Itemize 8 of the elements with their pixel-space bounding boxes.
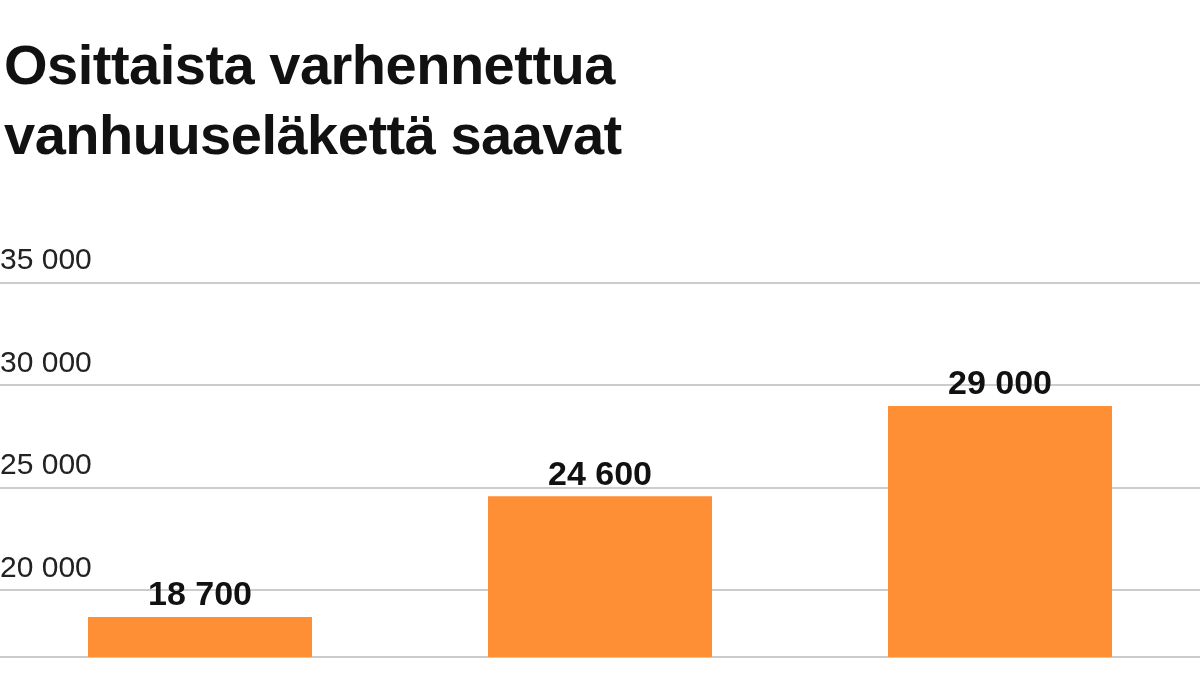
- y-tick-label: 35 000: [0, 242, 92, 276]
- chart-title: Osittaista varhennettua vanhuuseläkettä saavat: [4, 32, 623, 168]
- y-tick-label: 20 000: [0, 549, 92, 583]
- data-label: 18 700: [148, 574, 252, 613]
- data-label: 24 600: [548, 453, 652, 492]
- y-tick-label: 30 000: [0, 344, 92, 378]
- data-label: 29 000: [948, 363, 1052, 402]
- y-tick-label: 25 000: [0, 447, 92, 481]
